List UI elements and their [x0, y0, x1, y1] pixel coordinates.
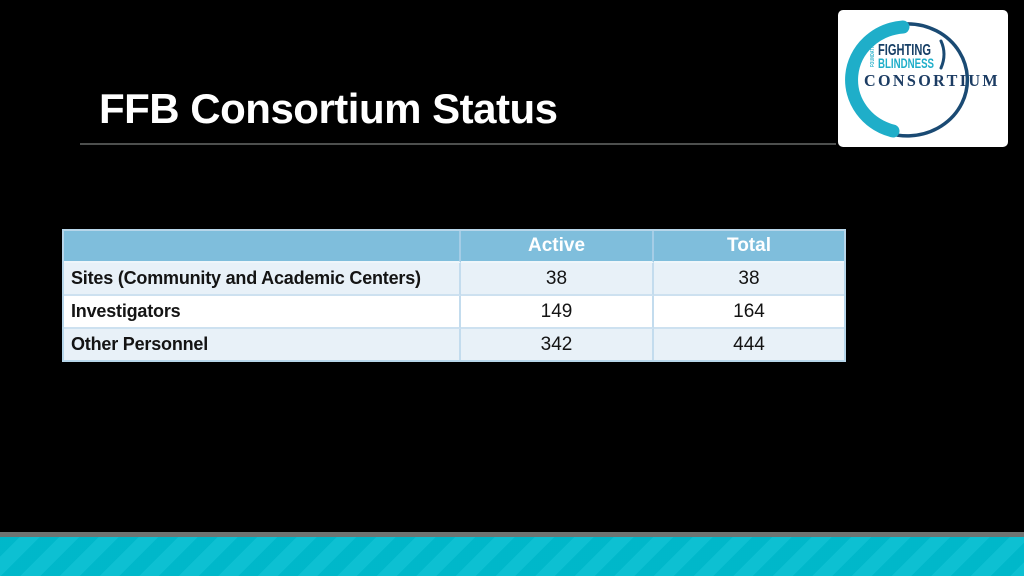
- footer-teal-bar: [0, 537, 1024, 576]
- table-row: Other Personnel 342 444: [64, 329, 844, 360]
- other-personnel-total-value: 444: [654, 329, 844, 360]
- row-label-sites: Sites (Community and Academic Centers): [64, 263, 461, 296]
- investigators-active-value: 149: [461, 296, 654, 329]
- ffb-consortium-logo: FOUNDATION FIGHTING BLINDNESS CONSORTIUM: [838, 10, 1008, 147]
- row-label-investigators: Investigators: [64, 296, 461, 329]
- sites-total-value: 38: [654, 263, 844, 296]
- logo-consortium-text: CONSORTIUM: [864, 71, 1000, 90]
- consortium-status-table: Active Total Sites (Community and Academ…: [62, 229, 846, 362]
- ffb-logo-swoosh-icon: FOUNDATION FIGHTING BLINDNESS CONSORTIUM: [845, 20, 1000, 138]
- footer-gray-line: [0, 532, 1024, 537]
- logo-blindness-text: BLINDNESS: [878, 55, 934, 71]
- column-header-total: Total: [654, 231, 844, 263]
- column-header-active: Active: [461, 231, 654, 263]
- sites-active-value: 38: [461, 263, 654, 296]
- page-title: FFB Consortium Status: [99, 85, 558, 132]
- investigators-total-value: 164: [654, 296, 844, 329]
- table-row: Investigators 149 164: [64, 296, 844, 329]
- title-underline: [80, 143, 836, 145]
- logo-fighting-text: FIGHTING: [878, 42, 931, 59]
- table-row: Sites (Community and Academic Centers) 3…: [64, 263, 844, 296]
- other-personnel-active-value: 342: [461, 329, 654, 360]
- table-corner-cell: [64, 231, 461, 263]
- table-header-row: Active Total: [64, 231, 844, 263]
- logo-foundation-text: FOUNDATION: [870, 41, 876, 67]
- row-label-other-personnel: Other Personnel: [64, 329, 461, 360]
